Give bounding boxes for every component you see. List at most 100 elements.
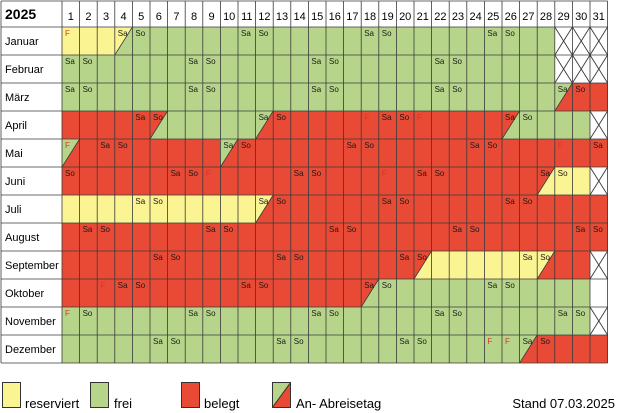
day-header-6: 6 — [156, 11, 162, 23]
day-cell — [238, 307, 256, 335]
day-cell — [167, 139, 186, 167]
day-cell — [202, 223, 221, 251]
day-cell — [572, 307, 590, 335]
day-cell — [273, 335, 291, 363]
weekend-mark: Sa — [311, 57, 321, 66]
day-cell — [220, 27, 238, 55]
day-cell — [62, 27, 80, 55]
day-cell — [150, 335, 168, 363]
day-cell — [238, 139, 256, 167]
day-cell — [150, 307, 168, 335]
day-cell — [431, 83, 450, 111]
day-cell — [519, 55, 538, 83]
weekend-mark: So — [135, 29, 145, 38]
weekend-mark: So — [435, 169, 445, 178]
weekend-mark: So — [135, 281, 145, 290]
weekend-mark: Sa — [399, 337, 409, 346]
day-cell — [79, 251, 98, 279]
day-cell — [361, 139, 379, 167]
day-cell — [343, 83, 362, 111]
weekend-mark: Sa — [83, 225, 93, 234]
day-cell — [537, 111, 555, 139]
day-cell — [484, 139, 502, 167]
day-cell — [79, 167, 98, 195]
day-header-27: 27 — [522, 11, 534, 23]
day-cell — [220, 307, 238, 335]
weekend-mark: Sa — [347, 141, 357, 150]
day-cell — [132, 55, 150, 83]
day-cell — [484, 223, 502, 251]
day-cell-diagonal — [536, 166, 556, 196]
day-cell — [238, 195, 256, 223]
day-cell — [554, 111, 573, 139]
day-cell — [431, 195, 450, 223]
day-cell — [396, 167, 414, 195]
weekend-mark: Sa — [188, 85, 198, 94]
day-cell-diagonal — [255, 194, 274, 224]
day-cell — [449, 27, 467, 55]
day-cell — [466, 195, 485, 223]
day-cell — [273, 279, 291, 307]
day-cell — [202, 139, 221, 167]
day-cell — [167, 111, 186, 139]
weekend-mark: Sa — [505, 113, 515, 122]
day-cell — [238, 55, 256, 83]
legend-swatch-reserviert — [2, 382, 21, 408]
day-cell — [343, 223, 362, 251]
weekend-mark: Sa — [505, 197, 515, 206]
day-cell — [114, 139, 133, 167]
weekend-mark: So — [347, 225, 357, 234]
day-cell — [484, 279, 502, 307]
day-cell — [554, 251, 573, 279]
weekend-mark: So — [171, 337, 181, 346]
day-cell — [62, 111, 80, 139]
day-cell-diagonal — [149, 110, 168, 140]
day-cell — [185, 139, 203, 167]
weekend-mark: Sa — [382, 113, 392, 122]
day-cell — [220, 251, 238, 279]
day-cell — [290, 55, 309, 83]
day-cell — [590, 139, 608, 167]
day-cell — [537, 139, 555, 167]
weekend-mark: Sa — [241, 281, 251, 290]
day-cell — [502, 139, 520, 167]
day-cell — [484, 167, 502, 195]
day-cell — [220, 55, 238, 83]
weekend-mark: Sa — [135, 113, 145, 122]
day-header-11: 11 — [241, 11, 252, 23]
weekend-mark: So — [505, 29, 515, 38]
day-cell — [484, 111, 502, 139]
day-cell — [114, 335, 133, 363]
weekend-mark: So — [452, 57, 462, 66]
day-cell — [361, 167, 379, 195]
day-cell — [273, 111, 291, 139]
day-cell — [238, 111, 256, 139]
day-cell — [396, 139, 414, 167]
day-cell — [343, 251, 362, 279]
weekend-mark: Sa — [188, 57, 198, 66]
day-cell — [185, 27, 203, 55]
day-header-28: 28 — [540, 11, 552, 23]
weekend-mark: So — [153, 113, 163, 122]
day-header-23: 23 — [452, 11, 464, 23]
weekend-mark: Sa — [188, 309, 198, 318]
day-cell — [502, 251, 520, 279]
day-cell — [97, 83, 115, 111]
day-cell — [273, 27, 291, 55]
day-cell — [343, 307, 362, 335]
day-cell — [519, 111, 538, 139]
day-cell — [396, 307, 414, 335]
day-cell — [449, 223, 467, 251]
day-cell — [484, 27, 502, 55]
day-cell — [167, 223, 186, 251]
day-cell-diagonal — [413, 250, 432, 280]
day-cell — [220, 167, 238, 195]
day-cell — [343, 27, 362, 55]
day-cell-diagonal — [255, 110, 274, 140]
day-cell — [114, 83, 133, 111]
legend-label-anabreise: An- Abreisetag — [296, 396, 382, 411]
day-cell — [308, 223, 326, 251]
day-cell — [150, 55, 168, 83]
day-cell — [554, 279, 573, 307]
holiday-mark: F — [206, 169, 211, 178]
